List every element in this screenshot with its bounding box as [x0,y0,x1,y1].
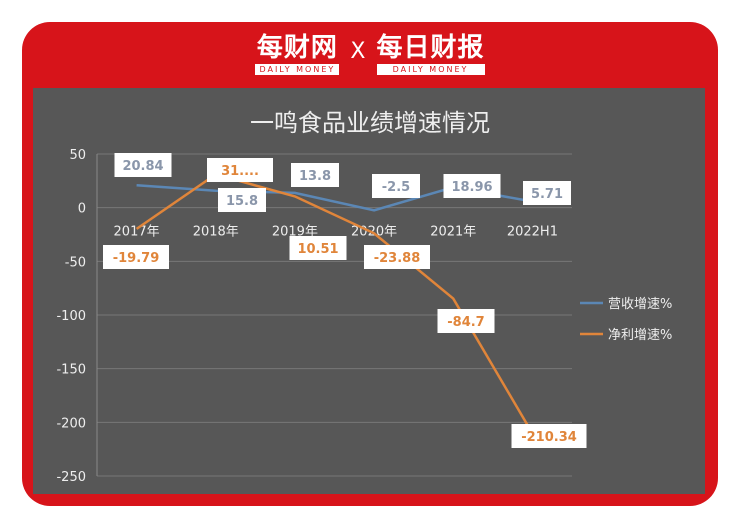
data-label: -23.88 [374,251,421,266]
logo-meicaiwang: 每财网 DAILY MONEY [255,32,340,75]
x-tick-label: 2019年 [272,225,318,240]
header: 每财网 DAILY MONEY X 每日财报 DAILY MONEY [22,32,718,87]
x-tick-label: 2021年 [430,225,476,240]
data-label: 15.8 [226,194,258,209]
y-tick-label: -200 [56,416,86,431]
logo-subtext: DAILY MONEY [376,64,485,75]
x-tick-label: 2022H1 [507,225,558,240]
legend-label: 营收增速% [608,297,672,312]
data-label-box [364,245,430,269]
data-label-box [511,424,587,448]
legend-label: 净利增速% [608,328,672,343]
y-tick-label: 0 [78,202,86,217]
data-label-box [103,245,169,269]
data-label-box [114,153,172,177]
data-label: -19.79 [113,251,160,266]
data-label: -2.5 [382,180,410,195]
data-label: 18.96 [451,180,492,195]
y-tick-label: -150 [56,363,86,378]
data-label-box [372,174,420,198]
logo-text: 每日财报 [376,33,485,63]
logo-text: 每财网 [256,33,338,63]
data-label-box [218,188,266,212]
data-label-box [437,309,495,333]
data-label-box [523,181,571,205]
series-line-net-profit [135,173,534,435]
y-tick-label: 50 [69,148,86,163]
data-label: 5.71 [531,187,563,202]
y-tick-label: -250 [56,470,86,485]
data-label-box [289,236,347,260]
data-label: 10.51 [297,242,338,257]
data-label-box [207,158,273,182]
x-tick-label: 2017年 [114,225,160,240]
data-label: -84.7 [447,315,484,330]
data-label: -210.34 [521,430,577,445]
y-tick-label: -100 [56,309,86,324]
separator: X [350,39,366,64]
data-label: 20.84 [122,159,163,174]
data-label: 13.8 [299,169,331,184]
data-label: 31.... [221,164,259,179]
x-tick-label: 2018年 [193,225,239,240]
y-tick-label: -50 [65,255,86,270]
logo-subtext: DAILY MONEY [255,64,340,75]
data-label-box [291,163,339,187]
data-label-box [443,174,501,198]
chart-title: 一鸣食品业绩增速情况 [250,109,490,137]
logo-meiricaibao: 每日财报 DAILY MONEY [376,32,485,75]
